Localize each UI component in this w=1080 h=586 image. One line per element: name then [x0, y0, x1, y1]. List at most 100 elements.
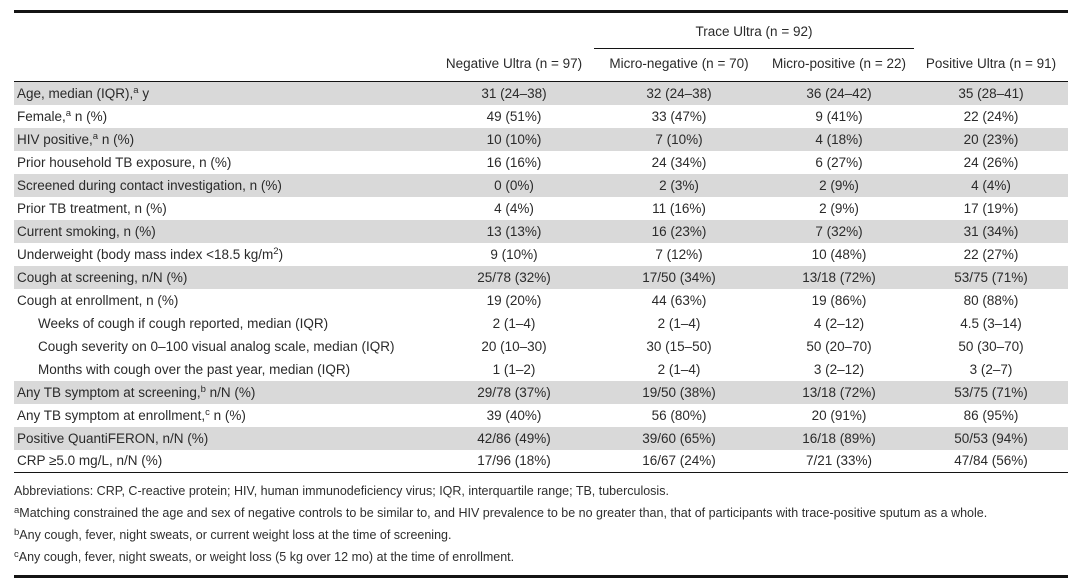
table-row: Any TB symptom at enrollment,c n (%) 39 (…: [14, 404, 1068, 427]
cell-value: 4 (4%): [494, 200, 534, 216]
cell-value: 24 (26%): [963, 154, 1019, 170]
cell-value: 39 (40%): [486, 407, 542, 423]
cell-value: 24 (34%): [651, 154, 707, 170]
spanner-spacer-label: [14, 12, 434, 49]
cell-value: 7/21 (33%): [805, 453, 873, 469]
cell-value: 42/86 (49%): [477, 430, 551, 446]
spanner-row: Trace Ultra (n = 92): [14, 11, 1068, 49]
cell-value: 33 (47%): [651, 108, 707, 124]
cell-value: 10 (48%): [811, 246, 867, 262]
column-header-negative-ultra: Negative Ultra (n = 97): [434, 48, 594, 82]
cell-value: 30 (15–50): [646, 338, 712, 354]
cell-value: 20 (91%): [811, 407, 867, 423]
cell-value: 29/78 (37%): [477, 384, 551, 400]
cell-value: 19/50 (38%): [642, 384, 716, 400]
row-label: Prior household TB exposure, n (%): [17, 154, 232, 170]
spanner-spacer-positive: [914, 12, 1068, 49]
row-label: Positive QuantiFERON, n/N (%): [17, 430, 209, 446]
cell-value: 22 (27%): [963, 246, 1019, 262]
table-row: Current smoking, n (%) 13 (13%) 16 (23%) 7 …: [14, 219, 1069, 243]
cell-value: 35 (28–41): [958, 85, 1024, 101]
cell-value: 16/67 (24%): [642, 453, 716, 469]
cell-value: 49 (51%): [486, 108, 542, 124]
cell-value: 7 (10%): [655, 131, 703, 147]
cell-value: 36 (24–42): [806, 85, 872, 101]
table-row: Screened during contact investigation, n…: [14, 173, 1069, 197]
cell-value: 7 (12%): [655, 246, 703, 262]
column-header-row: Negative Ultra (n = 97) Micro-negative (…: [14, 48, 1069, 82]
column-header-micro-negative: Micro-negative (n = 70): [594, 48, 764, 82]
cell-value: 17 (19%): [963, 200, 1019, 216]
cell-value: 4 (4%): [971, 177, 1011, 193]
trace-ultra-spanner-header: Trace Ultra (n = 92): [594, 11, 915, 49]
table-row: HIV positive,a n (%) 10 (10%) 7 (10%) 4 (18…: [14, 127, 1069, 151]
cell-value: 2 (9%): [819, 177, 859, 193]
row-label: Current smoking, n (%): [17, 223, 156, 239]
superscript-marker: a: [65, 108, 72, 120]
table-row: Cough severity on 0–100 visual analog sc…: [14, 335, 1068, 358]
table-row: Underweight (body mass index <18.5 kg/m2…: [14, 243, 1068, 266]
cell-value: 32 (24–38): [646, 85, 712, 101]
baseline-characteristics-table: Trace Ultra (n = 92) Negative Ultra (n =…: [14, 10, 1069, 473]
row-label: Months with cough over the past year, me…: [38, 361, 351, 377]
cell-value: 2 (3%): [659, 177, 699, 193]
cell-value: 53/75 (71%): [954, 269, 1028, 285]
cell-value: 1 (1–2): [492, 361, 536, 377]
cell-value: 44 (63%): [651, 292, 707, 308]
table-row: Any TB symptom at screening,b n/N (%) 29/…: [14, 380, 1069, 404]
table-row: Cough at enrollment, n (%) 19 (20%) 44 (63…: [14, 289, 1068, 312]
superscript-marker: b: [200, 384, 206, 396]
row-label: Any TB symptom at enrollment,c n (%): [17, 407, 246, 423]
row-label: Prior TB treatment, n (%): [17, 200, 167, 216]
row-label: Weeks of cough if cough reported, median…: [38, 315, 329, 331]
footnote: Abbreviations: CRP, C-reactive protein; …: [14, 484, 669, 498]
superscript-marker: c: [14, 548, 19, 560]
table-body: Age, median (IQR),a y 31 (24–38) 32 (24–38…: [14, 81, 1069, 473]
table-row: Prior TB treatment, n (%) 4 (4%) 11 (16%) 2…: [14, 197, 1068, 220]
cell-value: 13/18 (72%): [802, 384, 876, 400]
table-row: Weeks of cough if cough reported, median…: [14, 312, 1068, 335]
bottom-rule: [14, 575, 1068, 578]
cell-value: 31 (24–38): [481, 85, 547, 101]
table-row: Female,a n (%) 49 (51%) 33 (47%) 9 (41%) 22 …: [14, 105, 1068, 128]
footnote: bAny cough, fever, night sweats, or curr…: [14, 526, 452, 542]
cell-value: 19 (20%): [486, 292, 542, 308]
row-label: Underweight (body mass index <18.5 kg/m2…: [17, 246, 284, 262]
cell-value: 20 (23%): [963, 131, 1019, 147]
footnotes: Abbreviations: CRP, C-reactive protein; …: [14, 473, 1068, 568]
cell-value: 20 (10–30): [481, 338, 547, 354]
cell-value: 3 (2–12): [813, 361, 865, 377]
column-header-micro-positive: Micro-positive (n = 22): [764, 48, 915, 82]
cell-value: 39/60 (65%): [642, 430, 716, 446]
cell-value: 2 (1–4): [492, 315, 536, 331]
cell-value: 16 (23%): [651, 223, 707, 239]
cell-value: 10 (10%): [486, 131, 542, 147]
cell-value: 3 (2–7): [969, 361, 1013, 377]
row-label: Cough at screening, n/N (%): [17, 269, 188, 285]
cell-value: 22 (24%): [963, 108, 1019, 124]
row-label-column-header: [14, 48, 434, 82]
cell-value: 2 (9%): [819, 200, 859, 216]
spanner-spacer-negative: [434, 12, 594, 49]
cell-value: 31 (34%): [963, 223, 1019, 239]
footnote: cAny cough, fever, night sweats, or weig…: [14, 548, 515, 564]
cell-value: 50/53 (94%): [954, 430, 1028, 446]
cell-value: 80 (88%): [963, 292, 1019, 308]
table-row: Age, median (IQR),a y 31 (24–38) 32 (24–38…: [14, 81, 1069, 105]
superscript-marker: b: [14, 526, 20, 538]
cell-value: 6 (27%): [815, 154, 863, 170]
cell-value: 53/75 (71%): [954, 384, 1028, 400]
superscript-marker: a: [133, 85, 139, 97]
superscript-marker: a: [14, 504, 20, 516]
row-label: CRP ≥5.0 mg/L, n/N (%): [17, 453, 163, 469]
row-label: HIV positive,a n (%): [17, 131, 135, 147]
cell-value: 16 (16%): [486, 154, 542, 170]
row-label: Screened during contact investigation, n…: [17, 177, 282, 193]
table-row: Prior household TB exposure, n (%) 16 (16…: [14, 151, 1068, 174]
cell-value: 4 (2–12): [813, 315, 865, 331]
cell-value: 50 (30–70): [958, 338, 1024, 354]
cell-value: 17/96 (18%): [477, 453, 551, 469]
row-label: Cough severity on 0–100 visual analog sc…: [38, 338, 395, 354]
row-label: Female,a n (%): [17, 108, 108, 124]
